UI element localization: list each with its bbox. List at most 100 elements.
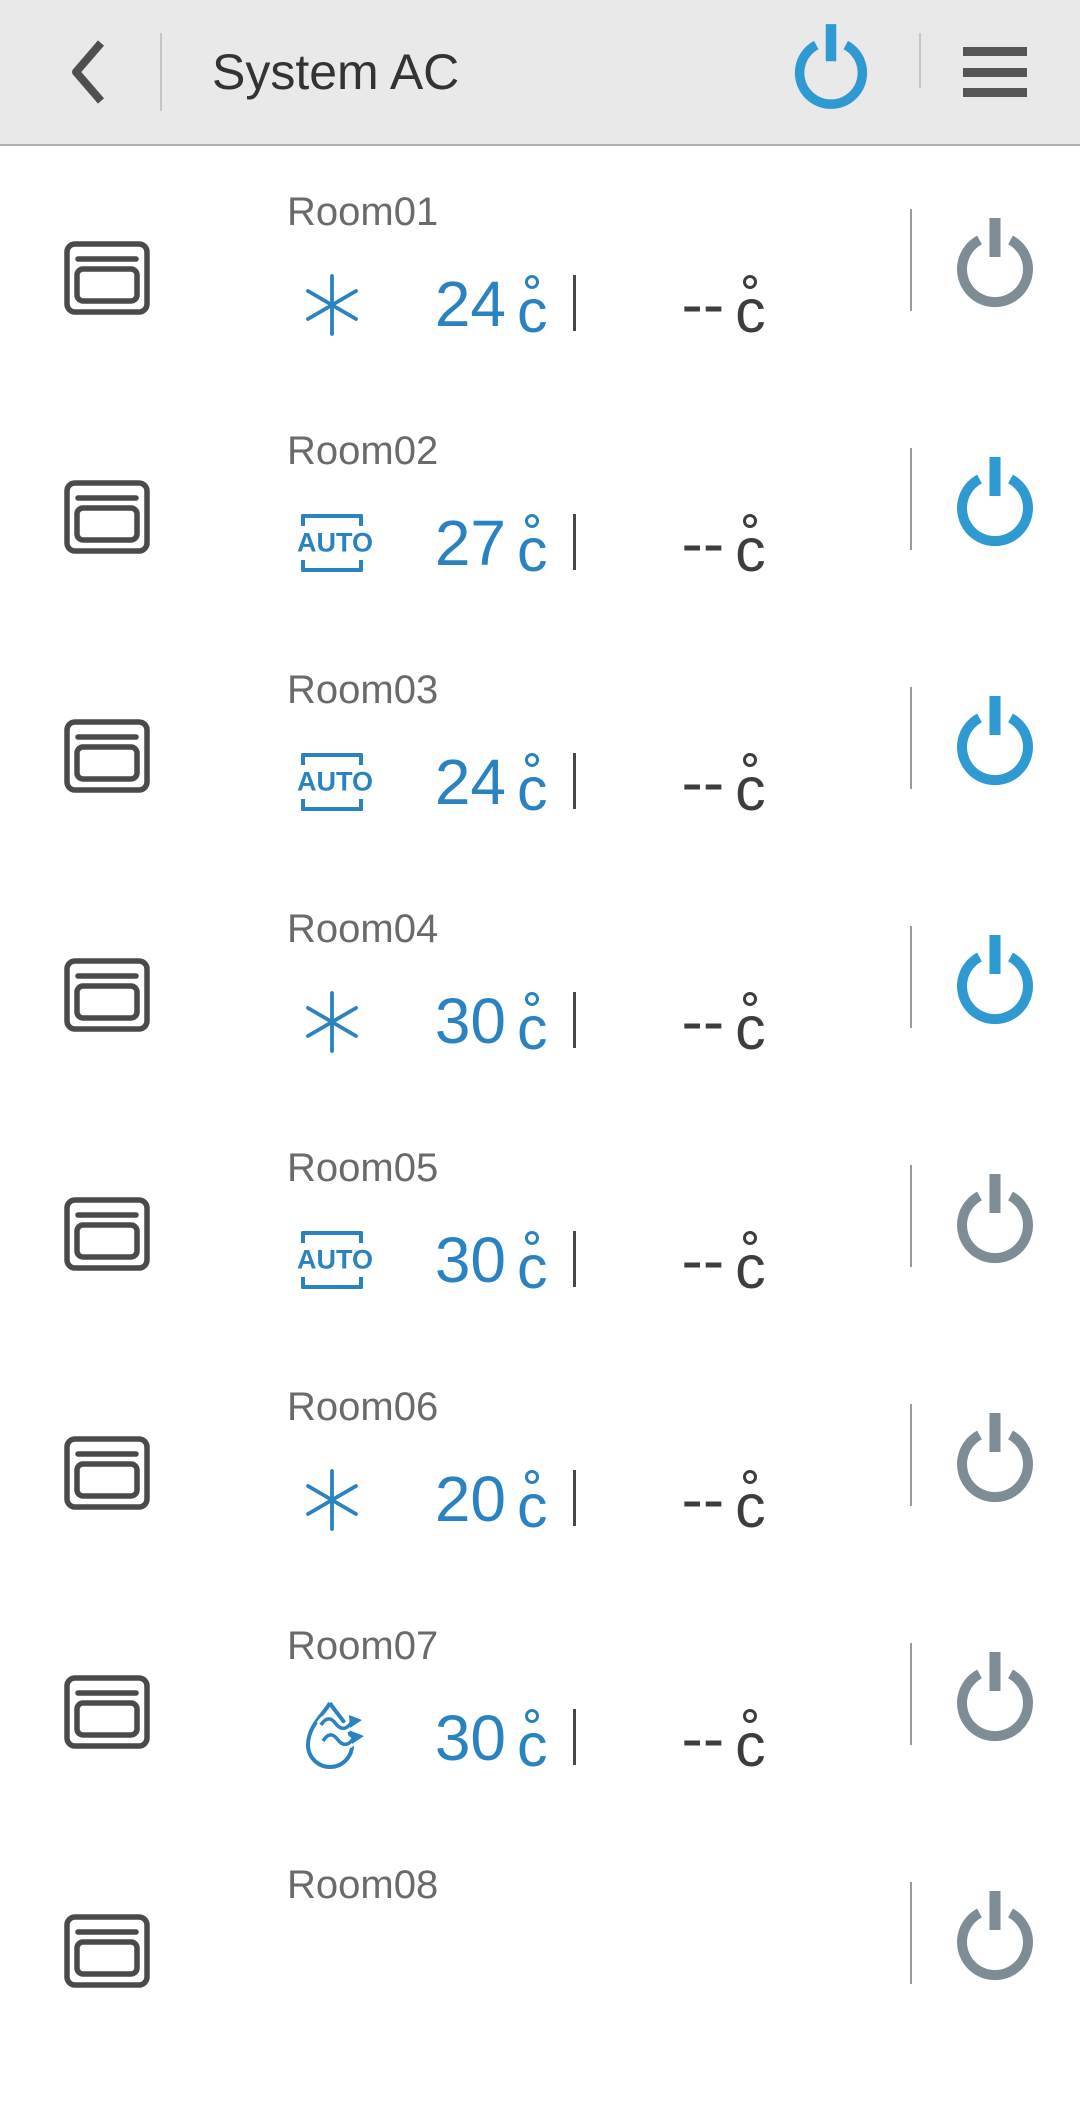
dry-mode-icon bbox=[296, 1701, 368, 1775]
power-icon bbox=[954, 694, 1036, 786]
power-icon bbox=[954, 1172, 1036, 1264]
auto-mode-icon: AUTO bbox=[296, 510, 373, 580]
set-temperature: 30 c bbox=[434, 1702, 548, 1779]
row-divider bbox=[910, 687, 912, 789]
power-button[interactable] bbox=[952, 216, 1038, 312]
degree-celsius-unit: c bbox=[735, 514, 766, 584]
row-divider bbox=[910, 926, 912, 1028]
power-icon bbox=[954, 1889, 1036, 1981]
current-temperature: -- c bbox=[681, 746, 766, 823]
power-button[interactable] bbox=[952, 455, 1038, 551]
set-temperature: 24 c bbox=[434, 746, 548, 823]
power-all-button[interactable] bbox=[786, 22, 876, 122]
set-temperature: 27 c bbox=[434, 507, 548, 584]
ac-unit-icon bbox=[64, 719, 150, 793]
room-row[interactable]: Room07 30 c -- c bbox=[0, 1624, 1080, 1870]
degree-celsius-unit: c bbox=[517, 1709, 548, 1779]
ac-unit-icon bbox=[64, 1436, 150, 1510]
current-temperature: -- c bbox=[681, 1702, 766, 1779]
power-button[interactable] bbox=[952, 1411, 1038, 1507]
degree-celsius-unit: c bbox=[735, 1470, 766, 1540]
ac-unit-icon bbox=[64, 480, 150, 554]
power-button[interactable] bbox=[952, 1650, 1038, 1746]
room-name: Room06 bbox=[287, 1385, 439, 1429]
room-name: Room05 bbox=[287, 1146, 439, 1190]
temperature-divider bbox=[572, 1231, 576, 1287]
room-row[interactable]: Room01 24 c -- c bbox=[0, 190, 1080, 436]
degree-celsius-unit: c bbox=[517, 1231, 548, 1301]
row-divider bbox=[910, 1404, 912, 1506]
page-title: System AC bbox=[212, 44, 460, 100]
degree-celsius-unit: c bbox=[735, 1231, 766, 1301]
temperature-divider bbox=[572, 1470, 576, 1526]
back-button[interactable] bbox=[48, 28, 128, 116]
temperature-divider bbox=[572, 275, 576, 331]
set-temperature: 24 c bbox=[434, 268, 548, 345]
room-row[interactable]: Room02 AUTO 27 c -- c bbox=[0, 429, 1080, 675]
degree-celsius-unit: c bbox=[517, 992, 548, 1062]
power-icon bbox=[954, 1650, 1036, 1742]
row-divider bbox=[910, 209, 912, 311]
snowflake-icon bbox=[296, 988, 368, 1058]
room-name: Room01 bbox=[287, 190, 439, 234]
power-icon bbox=[954, 933, 1036, 1025]
ac-unit-icon bbox=[64, 1675, 150, 1749]
power-icon bbox=[954, 1411, 1036, 1503]
degree-celsius-unit: c bbox=[735, 1709, 766, 1779]
set-temperature: 30 c bbox=[434, 985, 548, 1062]
room-row[interactable]: Room08 bbox=[0, 1863, 1080, 2109]
header-divider bbox=[919, 33, 921, 88]
header-divider bbox=[160, 33, 162, 111]
degree-celsius-unit: c bbox=[517, 275, 548, 345]
current-temperature: -- c bbox=[681, 268, 766, 345]
power-button[interactable] bbox=[952, 1889, 1038, 1985]
power-button[interactable] bbox=[952, 1172, 1038, 1268]
power-button[interactable] bbox=[952, 694, 1038, 790]
current-temperature: -- c bbox=[681, 985, 766, 1062]
room-name: Room03 bbox=[287, 668, 439, 712]
set-temperature: 30 c bbox=[434, 1224, 548, 1301]
temperature-divider bbox=[572, 1709, 576, 1765]
auto-mode-icon: AUTO bbox=[296, 1227, 373, 1297]
row-divider bbox=[910, 448, 912, 550]
room-list: Room01 24 c -- c bbox=[0, 146, 1080, 2109]
header-bar: System AC bbox=[0, 0, 1080, 146]
current-temperature: -- c bbox=[681, 1224, 766, 1301]
current-temperature: -- c bbox=[681, 507, 766, 584]
degree-celsius-unit: c bbox=[735, 753, 766, 823]
snowflake-icon bbox=[296, 271, 368, 341]
ac-unit-icon bbox=[64, 241, 150, 315]
ac-unit-icon bbox=[64, 1197, 150, 1271]
room-row[interactable]: Room05 AUTO 30 c -- c bbox=[0, 1146, 1080, 1392]
room-row[interactable]: Room04 30 c -- c bbox=[0, 907, 1080, 1153]
room-name: Room08 bbox=[287, 1863, 439, 1907]
auto-mode-icon: AUTO bbox=[296, 749, 373, 819]
power-icon bbox=[954, 216, 1036, 308]
room-row[interactable]: Room03 AUTO 24 c -- c bbox=[0, 668, 1080, 914]
row-divider bbox=[910, 1882, 912, 1984]
room-name: Room02 bbox=[287, 429, 439, 473]
temperature-divider bbox=[572, 514, 576, 570]
room-row[interactable]: Room06 20 c -- c bbox=[0, 1385, 1080, 1631]
temperature-divider bbox=[572, 753, 576, 809]
power-icon bbox=[792, 22, 870, 110]
degree-celsius-unit: c bbox=[517, 753, 548, 823]
chevron-left-icon bbox=[69, 39, 107, 105]
current-temperature: -- c bbox=[681, 1463, 766, 1540]
power-icon bbox=[954, 455, 1036, 547]
set-temperature: 20 c bbox=[434, 1463, 548, 1540]
room-name: Room04 bbox=[287, 907, 439, 951]
ac-unit-icon bbox=[64, 958, 150, 1032]
row-divider bbox=[910, 1643, 912, 1745]
degree-celsius-unit: c bbox=[517, 1470, 548, 1540]
degree-celsius-unit: c bbox=[735, 275, 766, 345]
snowflake-icon bbox=[296, 1466, 368, 1536]
room-name: Room07 bbox=[287, 1624, 439, 1668]
row-divider bbox=[910, 1165, 912, 1267]
power-button[interactable] bbox=[952, 933, 1038, 1029]
temperature-divider bbox=[572, 992, 576, 1048]
ac-unit-icon bbox=[64, 1914, 150, 1988]
degree-celsius-unit: c bbox=[735, 992, 766, 1062]
degree-celsius-unit: c bbox=[517, 514, 548, 584]
menu-button[interactable] bbox=[952, 36, 1038, 108]
